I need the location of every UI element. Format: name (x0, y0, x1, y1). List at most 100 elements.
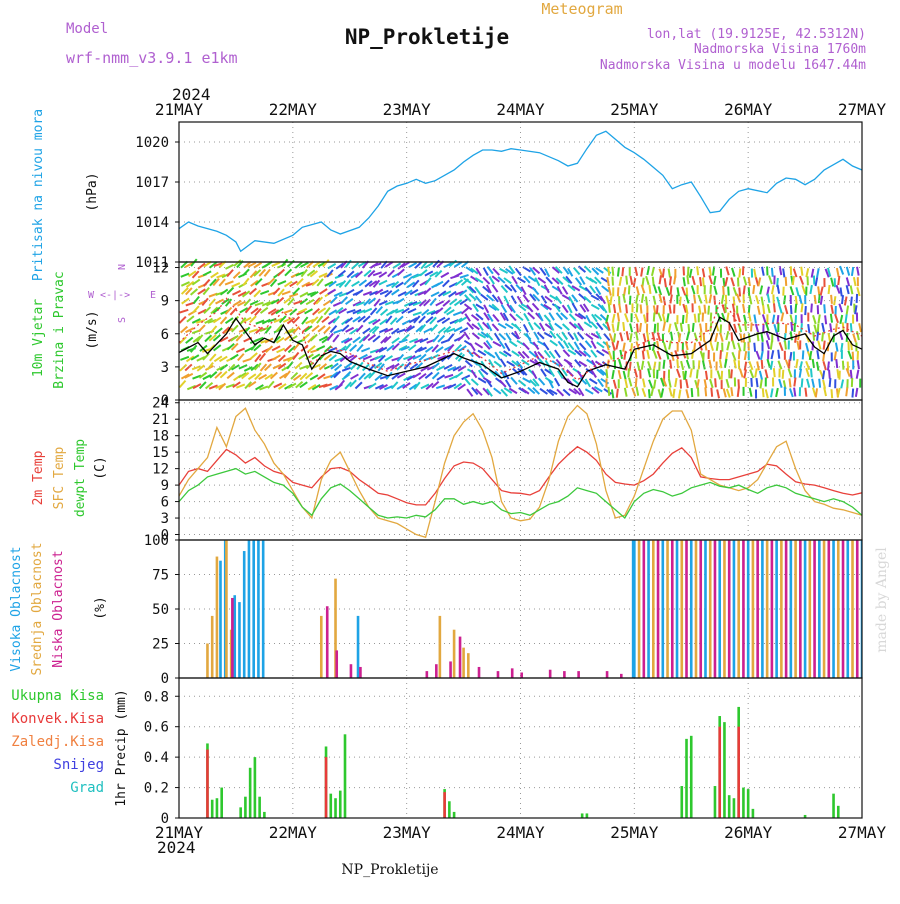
cloud-bar (756, 540, 759, 678)
y-tick-label: 24 (152, 396, 169, 412)
wind-barb (472, 370, 477, 377)
wind-barb (745, 362, 746, 371)
wind-barb (631, 343, 632, 352)
wind-barb (628, 369, 629, 378)
wind-barb (602, 286, 609, 292)
wind-barb (431, 325, 437, 331)
wind-barb (524, 313, 529, 321)
wind-barb (488, 353, 495, 358)
wind-barb (613, 314, 615, 323)
wind-barb (836, 343, 838, 352)
wind-barb (590, 286, 595, 293)
wind-barb (642, 388, 645, 396)
wind-barb (250, 288, 257, 294)
wind-barb (681, 361, 683, 370)
wind-barb (227, 373, 234, 379)
wind-barb (187, 316, 194, 322)
precip-bar (443, 792, 446, 818)
precip-bar (714, 786, 717, 818)
y-tick-label: 0 (161, 811, 169, 827)
wind-barb (306, 300, 314, 305)
wind-barb (836, 323, 837, 332)
y-tick-label: 1017 (135, 175, 169, 191)
cloud-bar (459, 637, 462, 678)
wind-barb (502, 305, 507, 313)
wind-barb (852, 389, 853, 398)
wind-barb (396, 316, 403, 322)
wind-barb (511, 377, 517, 384)
grid-lines (179, 678, 862, 818)
wind-barb (830, 323, 831, 332)
credit-watermark: made by Angel (874, 547, 890, 653)
wind-barb (771, 341, 772, 350)
wind-barb (637, 287, 639, 296)
cloud-bar (449, 661, 452, 678)
wind-barb (793, 276, 794, 285)
wind-barb (686, 314, 687, 323)
wind-barb (805, 388, 806, 397)
wind-barb (351, 374, 359, 378)
wind-barb (355, 382, 361, 388)
wind-barb (392, 338, 399, 343)
wind-barb (762, 360, 763, 369)
cloud-bar (790, 540, 793, 678)
wind-barb (711, 388, 712, 397)
wind-barb (604, 389, 611, 394)
y-tick-label: 9 (161, 478, 169, 494)
cloud-bar (219, 561, 222, 678)
wind-barb (818, 341, 820, 350)
series-group (206, 707, 839, 818)
precip-bar (453, 812, 456, 818)
cloud-bar (832, 540, 835, 678)
wind-barb (607, 277, 609, 286)
wind-barb (686, 389, 688, 398)
wind-barb (540, 323, 545, 331)
wind-barb (749, 287, 750, 296)
cloud-bar (752, 540, 755, 678)
y-tick-label: 0.6 (144, 720, 169, 736)
svg-text:N: N (117, 264, 128, 270)
panel-4: 00.20.40.60.8 (144, 678, 862, 827)
wind-barb (840, 287, 841, 296)
grid-lines (179, 540, 862, 678)
wind-barb (635, 267, 637, 276)
wind-barb (610, 296, 611, 305)
wind-barb (505, 343, 510, 351)
wind-barb (698, 295, 701, 303)
wind-barb (758, 306, 760, 315)
wind-barb (657, 305, 658, 314)
wind-barb (762, 267, 764, 276)
wind-barb (484, 305, 488, 313)
wind-barb (609, 351, 612, 360)
day-label-top: 22MAY (269, 100, 318, 119)
precip-bar (448, 801, 451, 818)
wind-barb (350, 345, 357, 351)
wind-barb (727, 389, 730, 397)
y-tick-label: 0.4 (144, 750, 169, 766)
cloud-bar (851, 540, 854, 678)
wind-barb (708, 306, 709, 315)
wind-barb (544, 343, 549, 350)
cloud-bar (233, 595, 236, 678)
wind-barb (710, 379, 713, 388)
wind-barb (765, 369, 767, 378)
y-tick-label: 0.2 (144, 781, 169, 797)
wind-barb (806, 268, 808, 277)
wind-barb (512, 296, 517, 304)
wind-barb (636, 378, 637, 387)
wind-barb (647, 350, 649, 359)
wind-barb (620, 350, 622, 359)
wind-barb (705, 387, 706, 396)
wind-barb (755, 368, 757, 377)
wind-barb (636, 295, 638, 304)
wind-barb (727, 342, 729, 351)
wind-barb (824, 304, 825, 313)
wind-barb (729, 369, 730, 378)
sfctemp-ylabel: SFC Temp (52, 447, 67, 510)
wind-barb (744, 285, 745, 294)
wind-barb (550, 340, 557, 345)
wind-barb (835, 351, 836, 360)
wind-barb (186, 328, 194, 332)
wind-barb (723, 278, 724, 287)
